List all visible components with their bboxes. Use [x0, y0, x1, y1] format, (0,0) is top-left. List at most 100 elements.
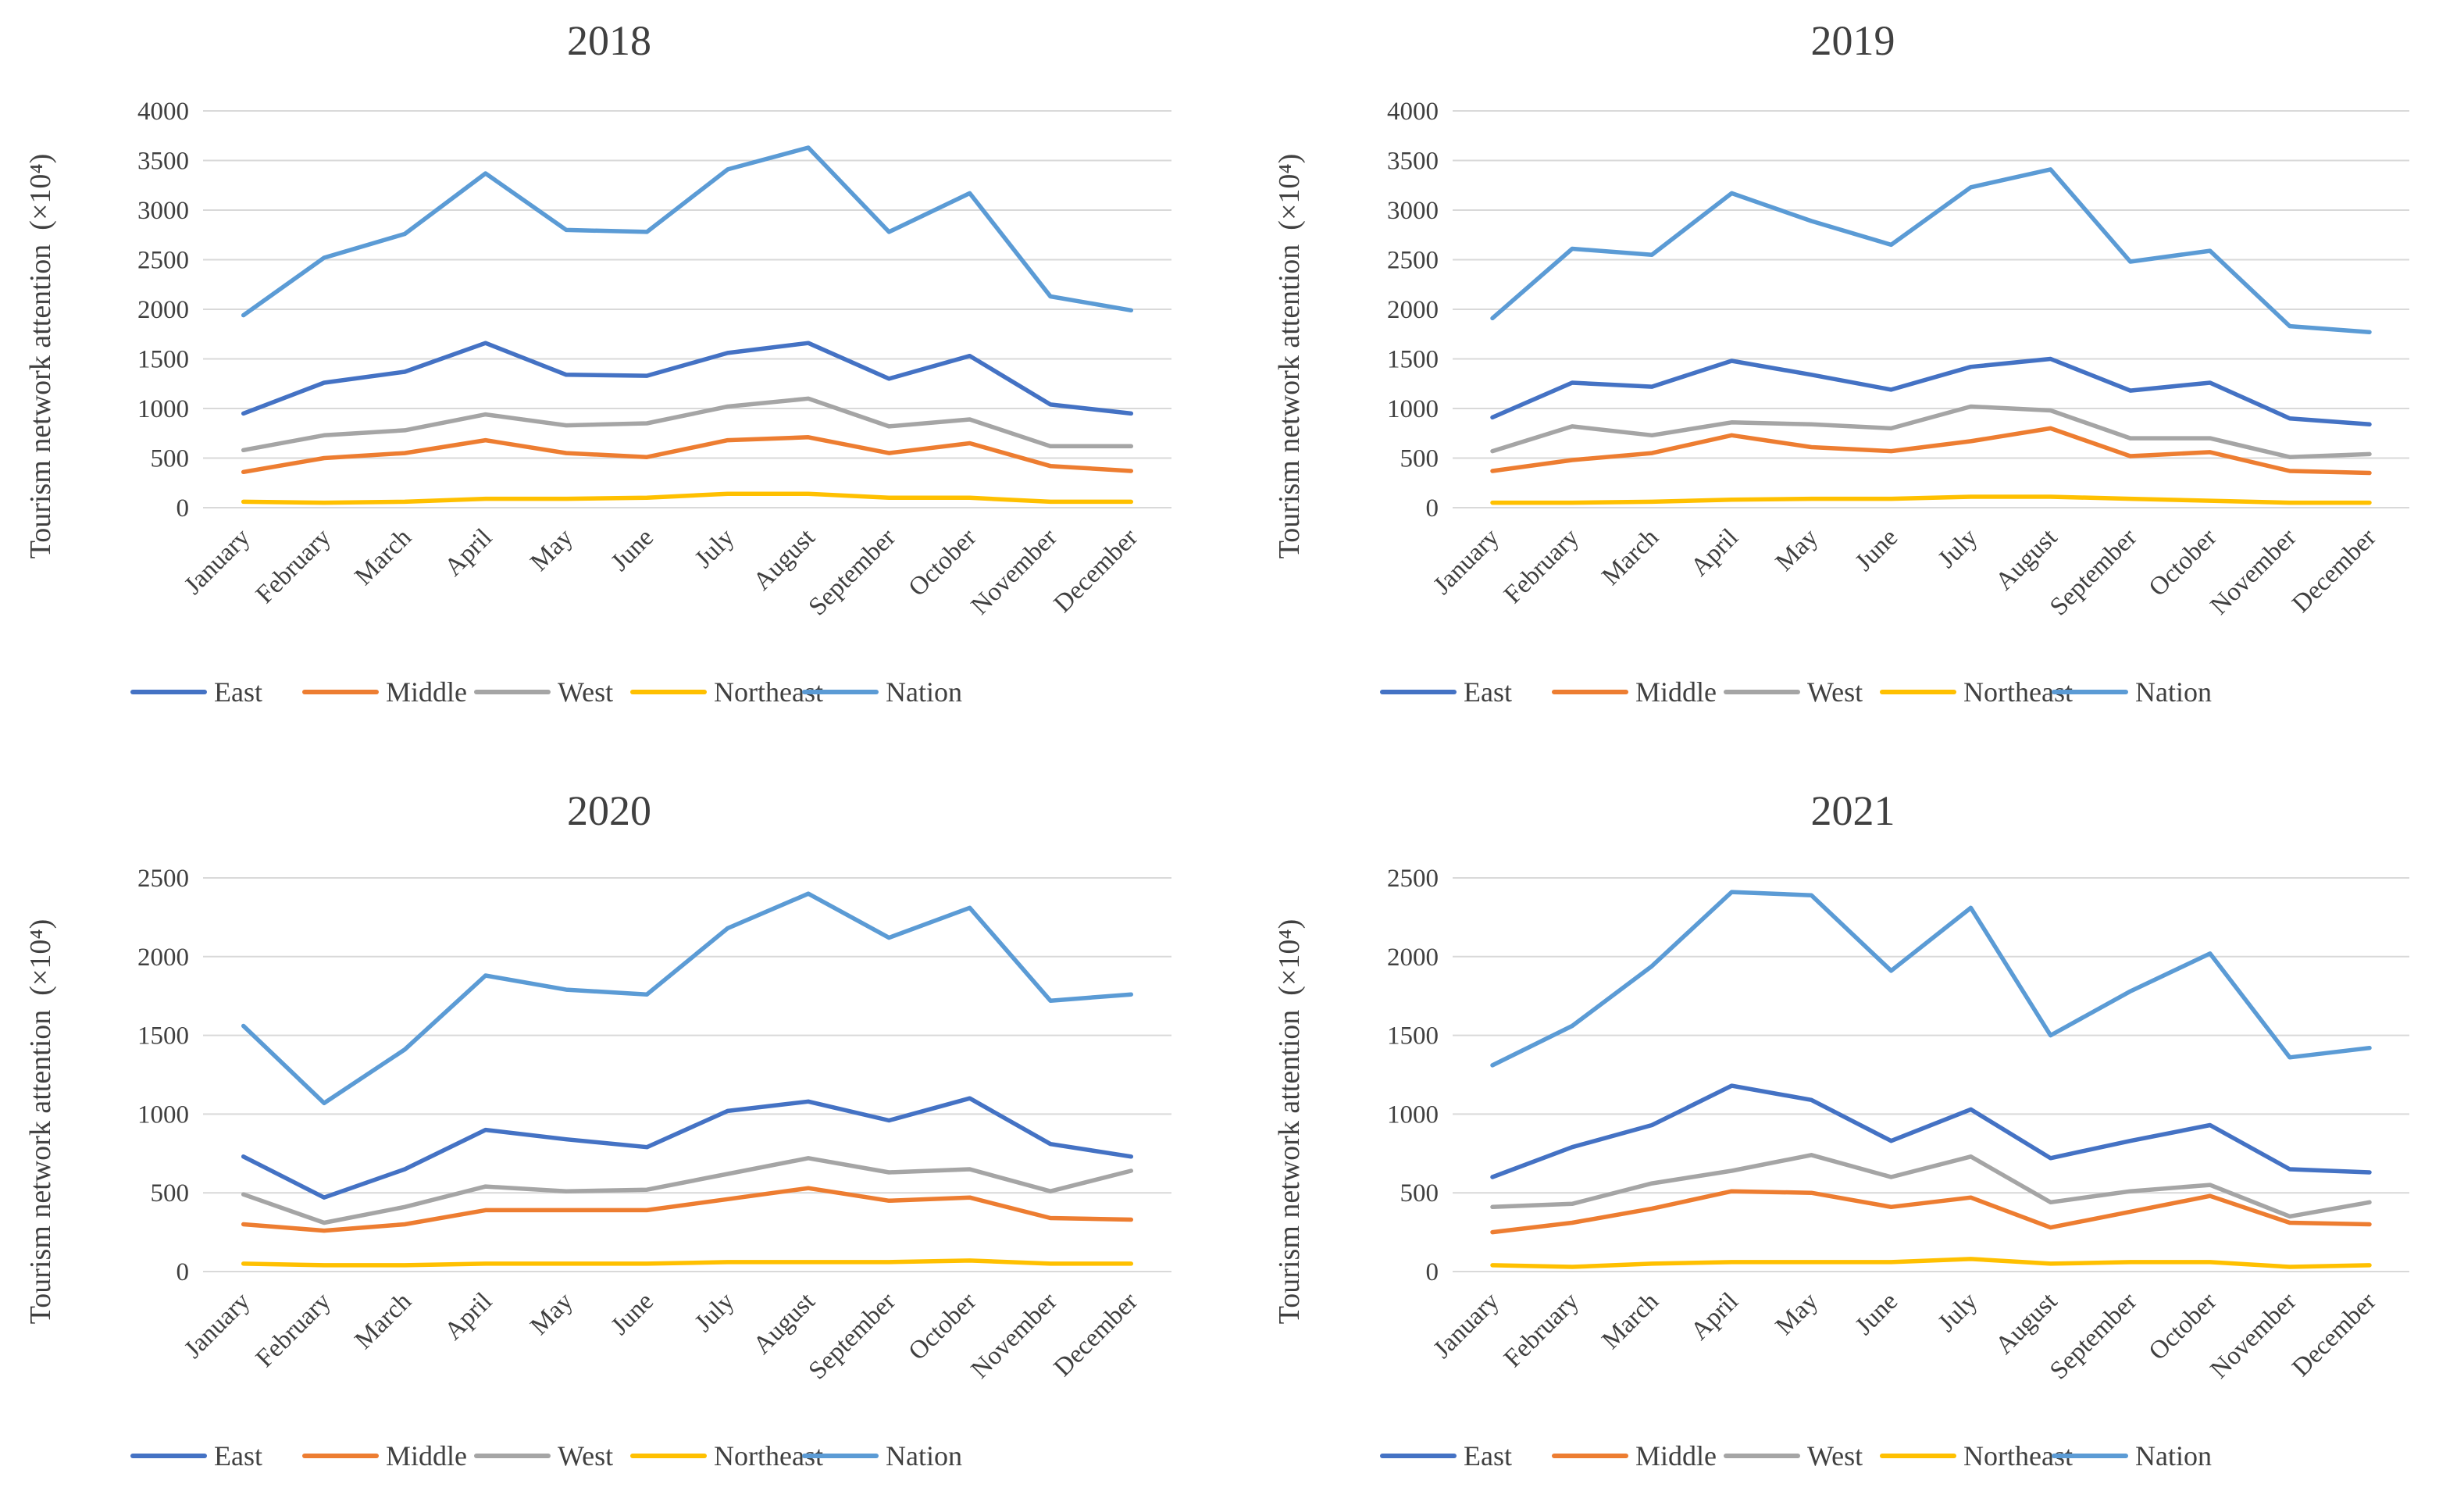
y-tick-label: 2000 — [1387, 944, 1439, 972]
y-tick-label: 2000 — [137, 944, 189, 972]
series-line-northeast — [241, 1258, 1134, 1268]
series-line-east — [241, 1096, 1134, 1200]
series-line-northeast — [241, 491, 1134, 505]
y-tick-label: 500 — [1400, 1179, 1439, 1208]
y-axis-label: Tourism network attention (×10⁴) — [24, 154, 57, 559]
x-tick-label: April — [1685, 523, 1744, 582]
y-tick-label: 1000 — [137, 1101, 189, 1129]
x-tick-label: August — [748, 1287, 821, 1360]
chart-title: 2020 — [567, 787, 651, 834]
y-axis-label: Tourism network attention (×10⁴) — [1273, 154, 1306, 559]
x-tick-label: February — [1499, 1287, 1585, 1373]
x-tick-label: May — [525, 1287, 579, 1341]
legend-label-west: West — [558, 1440, 613, 1472]
y-tick-label: 500 — [1400, 445, 1439, 473]
legend-label-middle: Middle — [386, 1440, 467, 1472]
x-tick-label: February — [251, 523, 337, 609]
series-line-west — [241, 396, 1134, 453]
y-tick-label: 500 — [151, 1179, 190, 1208]
y-tick-label: 3000 — [1387, 197, 1439, 225]
x-tick-label: September — [2045, 1287, 2142, 1385]
y-tick-label: 0 — [177, 1258, 190, 1286]
legend-label-middle: Middle — [1635, 676, 1717, 708]
legend-label-east: East — [1464, 1440, 1512, 1472]
y-axis-label-unit: (×10⁴) — [24, 154, 57, 230]
x-tick-label: December — [1049, 1287, 1143, 1382]
x-tick-label: August — [748, 523, 821, 596]
series-line-west — [241, 1156, 1134, 1225]
x-tick-label: January — [179, 523, 255, 600]
x-tick-label: September — [2045, 523, 2142, 621]
series-line-nation — [1490, 890, 2372, 1068]
y-tick-label: 3500 — [137, 148, 189, 176]
series-line-nation — [241, 891, 1134, 1106]
x-tick-label: July — [1933, 523, 1984, 574]
legend-label-nation: Nation — [886, 1440, 962, 1472]
y-tick-label: 0 — [1426, 494, 1439, 523]
x-tick-label: February — [251, 1287, 337, 1373]
chart-panel-2019: 2019 0 500 1000 1500 2000 2500 3000 3500 4000 Janu… — [1273, 17, 2409, 708]
legend-label-east: East — [214, 676, 262, 708]
chart-title: 2021 — [1811, 787, 1895, 834]
y-tick-label: 0 — [1426, 1258, 1439, 1286]
x-tick-label: October — [904, 1287, 982, 1366]
y-axis-label-text: Tourism network attention — [24, 1010, 57, 1325]
series-line-northeast — [1490, 1257, 2372, 1269]
y-axis-label-unit: (×10⁴) — [24, 919, 57, 996]
series-line-east — [241, 341, 1134, 416]
legend-label-nation: Nation — [2135, 1440, 2212, 1472]
x-tick-label: May — [1770, 1287, 1824, 1341]
series-line-middle — [241, 435, 1134, 475]
x-tick-label: January — [1428, 523, 1505, 600]
x-tick-label: March — [350, 523, 418, 591]
x-tick-label: March — [1596, 523, 1664, 591]
x-tick-label: July — [690, 523, 740, 574]
x-tick-label: September — [804, 523, 901, 621]
y-axis-label-text: Tourism network attention — [24, 244, 57, 559]
x-tick-label: September — [804, 1287, 901, 1385]
series-line-middle — [1490, 1189, 2372, 1235]
x-tick-label: November — [966, 1287, 1063, 1384]
x-tick-label: February — [1499, 523, 1585, 609]
legend-label-east: East — [214, 1440, 262, 1472]
x-tick-label: October — [904, 523, 982, 602]
y-tick-label: 1000 — [1387, 1101, 1439, 1129]
legend-label-middle: Middle — [1635, 1440, 1717, 1472]
x-tick-label: December — [2287, 1287, 2381, 1382]
series-line-middle — [241, 1186, 1134, 1233]
x-tick-label: April — [440, 523, 498, 582]
y-axis-label-unit: (×10⁴) — [1273, 919, 1306, 996]
y-tick-label: 1500 — [137, 1022, 189, 1051]
y-tick-label: 1500 — [1387, 346, 1439, 374]
x-tick-label: August — [1990, 523, 2063, 596]
y-tick-label: 1500 — [137, 346, 189, 374]
x-tick-label: June — [606, 523, 659, 576]
y-tick-label: 3500 — [1387, 148, 1439, 176]
x-tick-label: November — [966, 523, 1063, 620]
x-tick-label: June — [606, 1287, 659, 1340]
y-tick-label: 3000 — [137, 197, 189, 225]
y-tick-label: 2500 — [1387, 865, 1439, 893]
chart-title: 2019 — [1811, 17, 1895, 64]
chart-title: 2018 — [567, 17, 651, 64]
x-tick-label: June — [1850, 523, 1903, 576]
x-tick-label: October — [2144, 1287, 2223, 1366]
x-tick-label: March — [350, 1287, 418, 1355]
y-axis-label-text: Tourism network attention — [1273, 244, 1306, 559]
y-tick-label: 1000 — [137, 395, 189, 423]
series-line-east — [1490, 1083, 2372, 1179]
y-axis-label: Tourism network attention (×10⁴) — [24, 919, 57, 1325]
x-tick-label: November — [2205, 1287, 2302, 1384]
series-line-middle — [1490, 426, 2372, 476]
x-tick-label: November — [2205, 523, 2302, 620]
series-line-northeast — [1490, 494, 2372, 505]
y-tick-label: 2500 — [137, 865, 189, 893]
series-line-east — [1490, 356, 2372, 427]
legend-label-west: West — [1807, 1440, 1863, 1472]
x-tick-label: October — [2144, 523, 2223, 602]
y-tick-label: 4000 — [1387, 98, 1439, 126]
legend-label-east: East — [1464, 676, 1512, 708]
x-tick-label: April — [440, 1287, 498, 1346]
